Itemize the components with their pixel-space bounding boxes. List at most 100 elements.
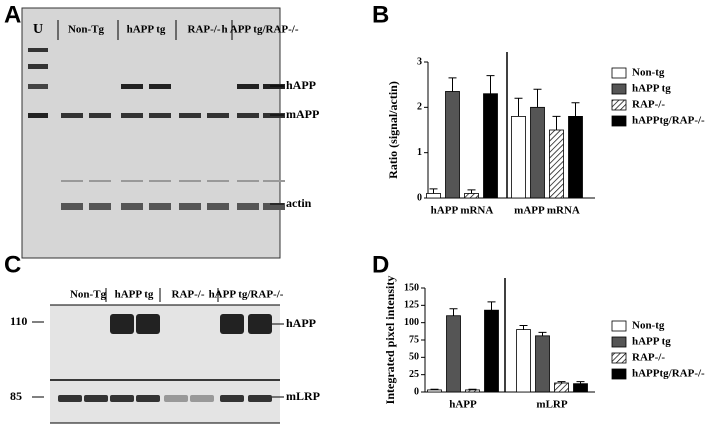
legend-swatch [611, 99, 627, 111]
y-tick-label: 150 [404, 282, 419, 293]
y-tick-label: 3 [417, 56, 422, 67]
band [179, 180, 201, 182]
x-tick-label: hAPP mRNA [431, 205, 494, 217]
band [121, 203, 143, 210]
bar [445, 91, 460, 199]
band [121, 113, 143, 118]
band [220, 314, 244, 334]
legend-label: hAPP tg [632, 83, 671, 95]
band [207, 180, 229, 182]
bar [530, 106, 545, 199]
error-bar [449, 308, 458, 316]
band [110, 395, 134, 402]
y-tick-label: 2 [417, 102, 422, 113]
band [28, 48, 48, 52]
legend-swatch [611, 352, 627, 364]
band [28, 64, 48, 69]
band [237, 180, 259, 182]
y-tick-label: 1 [417, 147, 422, 158]
y-tick-label: 75 [409, 334, 419, 345]
legend-swatch [611, 83, 627, 95]
legend-swatch [611, 368, 627, 380]
error-bar [576, 381, 585, 384]
band-label: hAPP [286, 316, 316, 330]
bar [573, 383, 588, 393]
bar [427, 389, 442, 393]
group-label: Non-Tg [70, 289, 107, 301]
y-axis-label: Integrated pixel intensity [383, 276, 397, 405]
bar [511, 116, 526, 199]
group-label: hAPP tg/RAP-/- [209, 289, 284, 301]
y-tick-label: 25 [409, 369, 419, 380]
band [179, 203, 201, 210]
legend-label: Non-tg [632, 67, 665, 79]
y-tick-label: 125 [404, 300, 419, 311]
marker-label: 85 [10, 389, 22, 403]
band [28, 84, 48, 89]
band-label: actin [286, 196, 312, 210]
blot-background [21, 7, 281, 259]
band [61, 113, 83, 118]
group-label: RAP-/- [188, 24, 221, 36]
band [136, 395, 160, 402]
y-tick-label: 100 [404, 317, 419, 328]
band [237, 84, 259, 89]
band [220, 395, 244, 402]
bar [516, 329, 531, 393]
band [89, 113, 111, 118]
band-label: hAPP [286, 78, 316, 92]
legend-swatch [611, 67, 627, 79]
band [89, 180, 111, 182]
error-bar [430, 388, 439, 390]
error-bar [468, 388, 477, 390]
content: AU Non-Tg hAPP tg RAP-/- h APP tg/RAP-/-hAPP… [4, 1, 705, 424]
error-bar [571, 102, 580, 117]
panel-letter: B [372, 1, 389, 28]
band [149, 203, 171, 210]
error-bar [429, 188, 438, 194]
error-bar [486, 75, 495, 94]
band [190, 395, 214, 402]
y-axis-label: Ratio (signal/actin) [386, 81, 400, 179]
bar [484, 309, 499, 393]
band [61, 203, 83, 210]
error-bar [552, 115, 561, 130]
band [248, 395, 272, 402]
bar [483, 93, 498, 199]
group-label: hAPP tg [127, 24, 166, 36]
band [179, 113, 201, 118]
panel-letter: A [4, 1, 21, 28]
error-bar [519, 324, 528, 330]
error-bar [467, 189, 476, 194]
legend-label: hAPP tg [632, 336, 671, 348]
legend-swatch [611, 336, 627, 348]
band [149, 113, 171, 118]
legend-label: hAPPtg/RAP-/- [632, 368, 705, 380]
y-tick-label: 0 [417, 192, 422, 203]
x-tick-label: mLRP [536, 399, 567, 411]
bar [568, 116, 583, 199]
band [84, 395, 108, 402]
band [136, 314, 160, 334]
panel-letter: D [372, 251, 389, 278]
legend-label: hAPPtg/RAP-/- [632, 115, 705, 127]
error-bar [557, 381, 566, 383]
band [248, 314, 272, 334]
band [149, 180, 171, 182]
bar [426, 193, 441, 199]
x-tick-label: hAPP [449, 399, 477, 411]
panel-letter: C [4, 251, 21, 278]
legend-label: Non-tg [632, 320, 665, 332]
band [263, 180, 285, 182]
bar [535, 335, 550, 393]
y-tick-label: 0 [414, 386, 419, 397]
error-bar [487, 301, 496, 311]
band [263, 203, 285, 210]
group-label: hAPP tg [115, 289, 154, 301]
bar [549, 129, 564, 199]
band [207, 203, 229, 210]
band [164, 395, 188, 402]
band [121, 180, 143, 182]
band [89, 203, 111, 210]
